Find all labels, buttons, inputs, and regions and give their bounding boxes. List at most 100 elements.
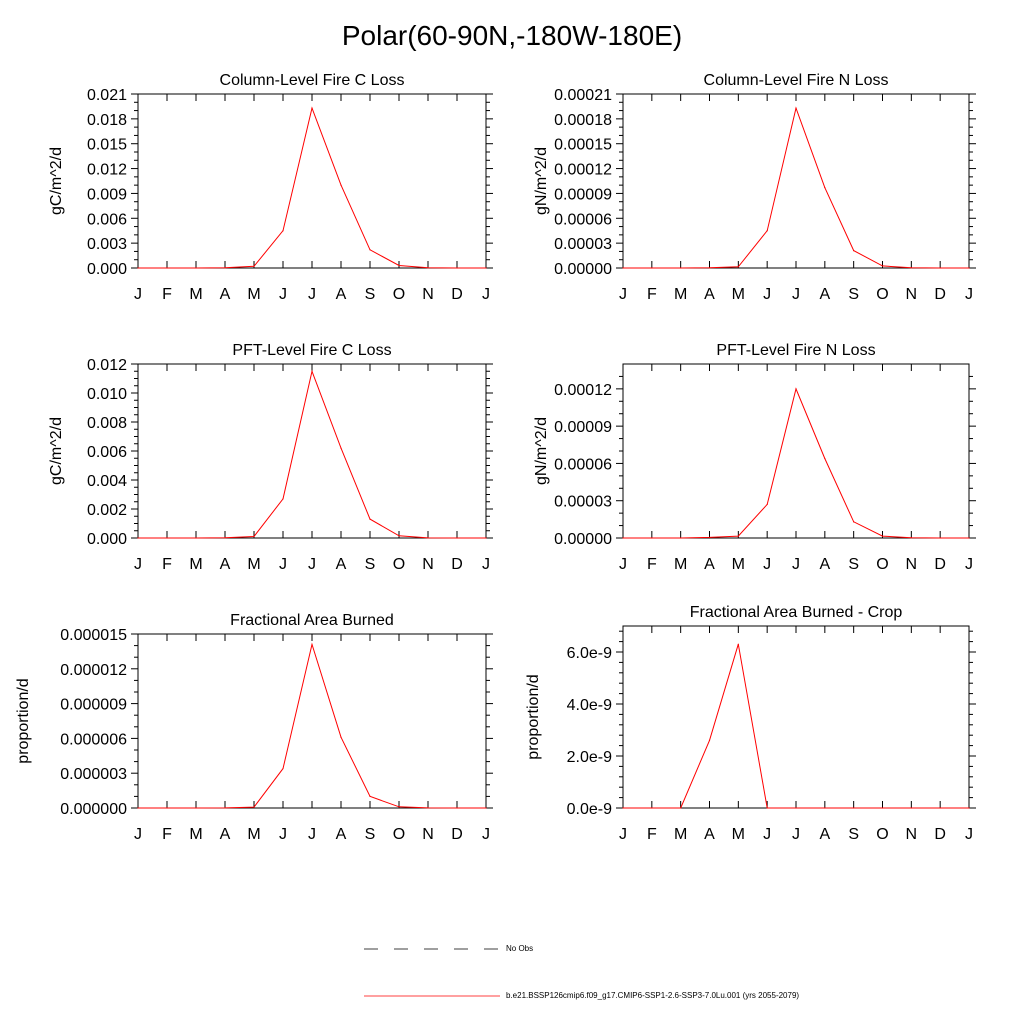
data-point — [622, 537, 624, 539]
chart-title: Fractional Area Burned — [230, 612, 394, 629]
x-tick-label: J — [619, 286, 627, 303]
data-point — [195, 537, 197, 539]
data-point — [195, 267, 197, 269]
x-tick-label: A — [336, 826, 347, 843]
x-tick-label: O — [393, 556, 405, 573]
data-point — [166, 267, 168, 269]
x-tick-label: O — [876, 826, 888, 843]
data-point — [737, 266, 739, 268]
x-tick-label: S — [848, 556, 859, 573]
x-tick-label: M — [732, 286, 745, 303]
y-tick-label: 0.021 — [87, 87, 127, 104]
data-point — [137, 537, 139, 539]
x-tick-label: M — [247, 286, 260, 303]
data-point — [939, 537, 941, 539]
y-axis-label: gN/m^2/d — [533, 417, 550, 485]
y-tick-label: 0.002 — [87, 502, 127, 519]
data-point — [651, 267, 653, 269]
x-tick-label: A — [336, 286, 347, 303]
data-point — [340, 447, 342, 449]
x-tick-label: O — [393, 826, 405, 843]
x-tick-label: F — [647, 556, 657, 573]
x-tick-label: J — [763, 286, 771, 303]
y-tick-label: 0.009 — [87, 186, 127, 203]
data-point — [224, 267, 226, 269]
data-point — [398, 535, 400, 537]
data-point — [311, 370, 313, 372]
x-tick-label: M — [189, 286, 202, 303]
y-tick-label: 0.008 — [87, 415, 127, 432]
x-tick-label: D — [451, 826, 463, 843]
x-tick-label: J — [792, 826, 800, 843]
data-point — [766, 230, 768, 232]
data-point — [311, 107, 313, 109]
data-point — [166, 807, 168, 809]
plot-frame — [622, 625, 970, 809]
data-point — [224, 537, 226, 539]
data-point — [282, 498, 284, 500]
y-tick-label: 0.00012 — [554, 382, 612, 399]
data-point — [824, 457, 826, 460]
chart-title: Column-Level Fire C Loss — [220, 72, 405, 89]
data-point — [939, 807, 941, 809]
x-tick-label: J — [134, 286, 142, 303]
data-point — [340, 736, 342, 738]
x-tick-label: M — [247, 826, 260, 843]
chart-title: PFT-Level Fire N Loss — [716, 342, 875, 359]
x-tick-label: J — [308, 286, 316, 303]
data-point — [485, 267, 487, 269]
y-tick-label: 0.012 — [87, 162, 127, 179]
y-tick-label: 2.0e-9 — [567, 749, 612, 766]
data-point — [195, 807, 197, 809]
data-point — [680, 267, 682, 269]
data-point — [253, 265, 255, 267]
data-point — [651, 807, 653, 809]
y-tick-label: 4.0e-9 — [567, 697, 612, 714]
y-axis-label: gC/m^2/d — [48, 417, 65, 485]
x-tick-label: J — [482, 826, 490, 843]
y-tick-label: 0.003 — [87, 236, 127, 253]
data-point — [968, 267, 970, 269]
x-tick-label: F — [162, 826, 172, 843]
data-point — [651, 537, 653, 539]
y-tick-label: 0.0e-9 — [567, 801, 612, 818]
y-tick-label: 0.00009 — [554, 186, 612, 203]
chart-title: PFT-Level Fire C Loss — [232, 342, 391, 359]
data-point — [398, 806, 400, 808]
y-axis-label: proportion/d — [525, 674, 542, 759]
x-tick-label: M — [732, 556, 745, 573]
data-point — [939, 267, 941, 269]
y-tick-label: 0.000 — [87, 531, 127, 548]
x-tick-label: F — [162, 556, 172, 573]
x-tick-label: S — [365, 286, 376, 303]
data-point — [137, 267, 139, 269]
x-tick-label: J — [965, 286, 973, 303]
data-point — [224, 807, 226, 809]
series-line — [623, 106, 969, 269]
x-tick-label: S — [365, 556, 376, 573]
x-tick-label: S — [365, 826, 376, 843]
x-tick-label: S — [848, 826, 859, 843]
x-tick-label: D — [934, 556, 946, 573]
y-axis-label: gC/m^2/d — [48, 147, 65, 215]
data-point — [622, 267, 624, 269]
x-tick-label: M — [189, 826, 202, 843]
y-tick-label: 0.00009 — [554, 419, 612, 436]
page-title: Polar(60-90N,-180W-180E) — [341, 20, 683, 51]
data-point — [968, 537, 970, 539]
x-tick-label: A — [704, 286, 715, 303]
x-tick-label: D — [934, 826, 946, 843]
x-tick-label: M — [189, 556, 202, 573]
x-tick-label: M — [732, 826, 745, 843]
data-point — [680, 807, 682, 809]
x-tick-label: F — [647, 826, 657, 843]
x-tick-label: J — [763, 556, 771, 573]
x-tick-label: J — [792, 286, 800, 303]
data-point — [910, 537, 912, 539]
data-point — [824, 187, 826, 189]
data-point — [340, 184, 342, 186]
data-point — [427, 807, 429, 809]
data-point — [795, 807, 797, 809]
data-point — [253, 535, 255, 538]
